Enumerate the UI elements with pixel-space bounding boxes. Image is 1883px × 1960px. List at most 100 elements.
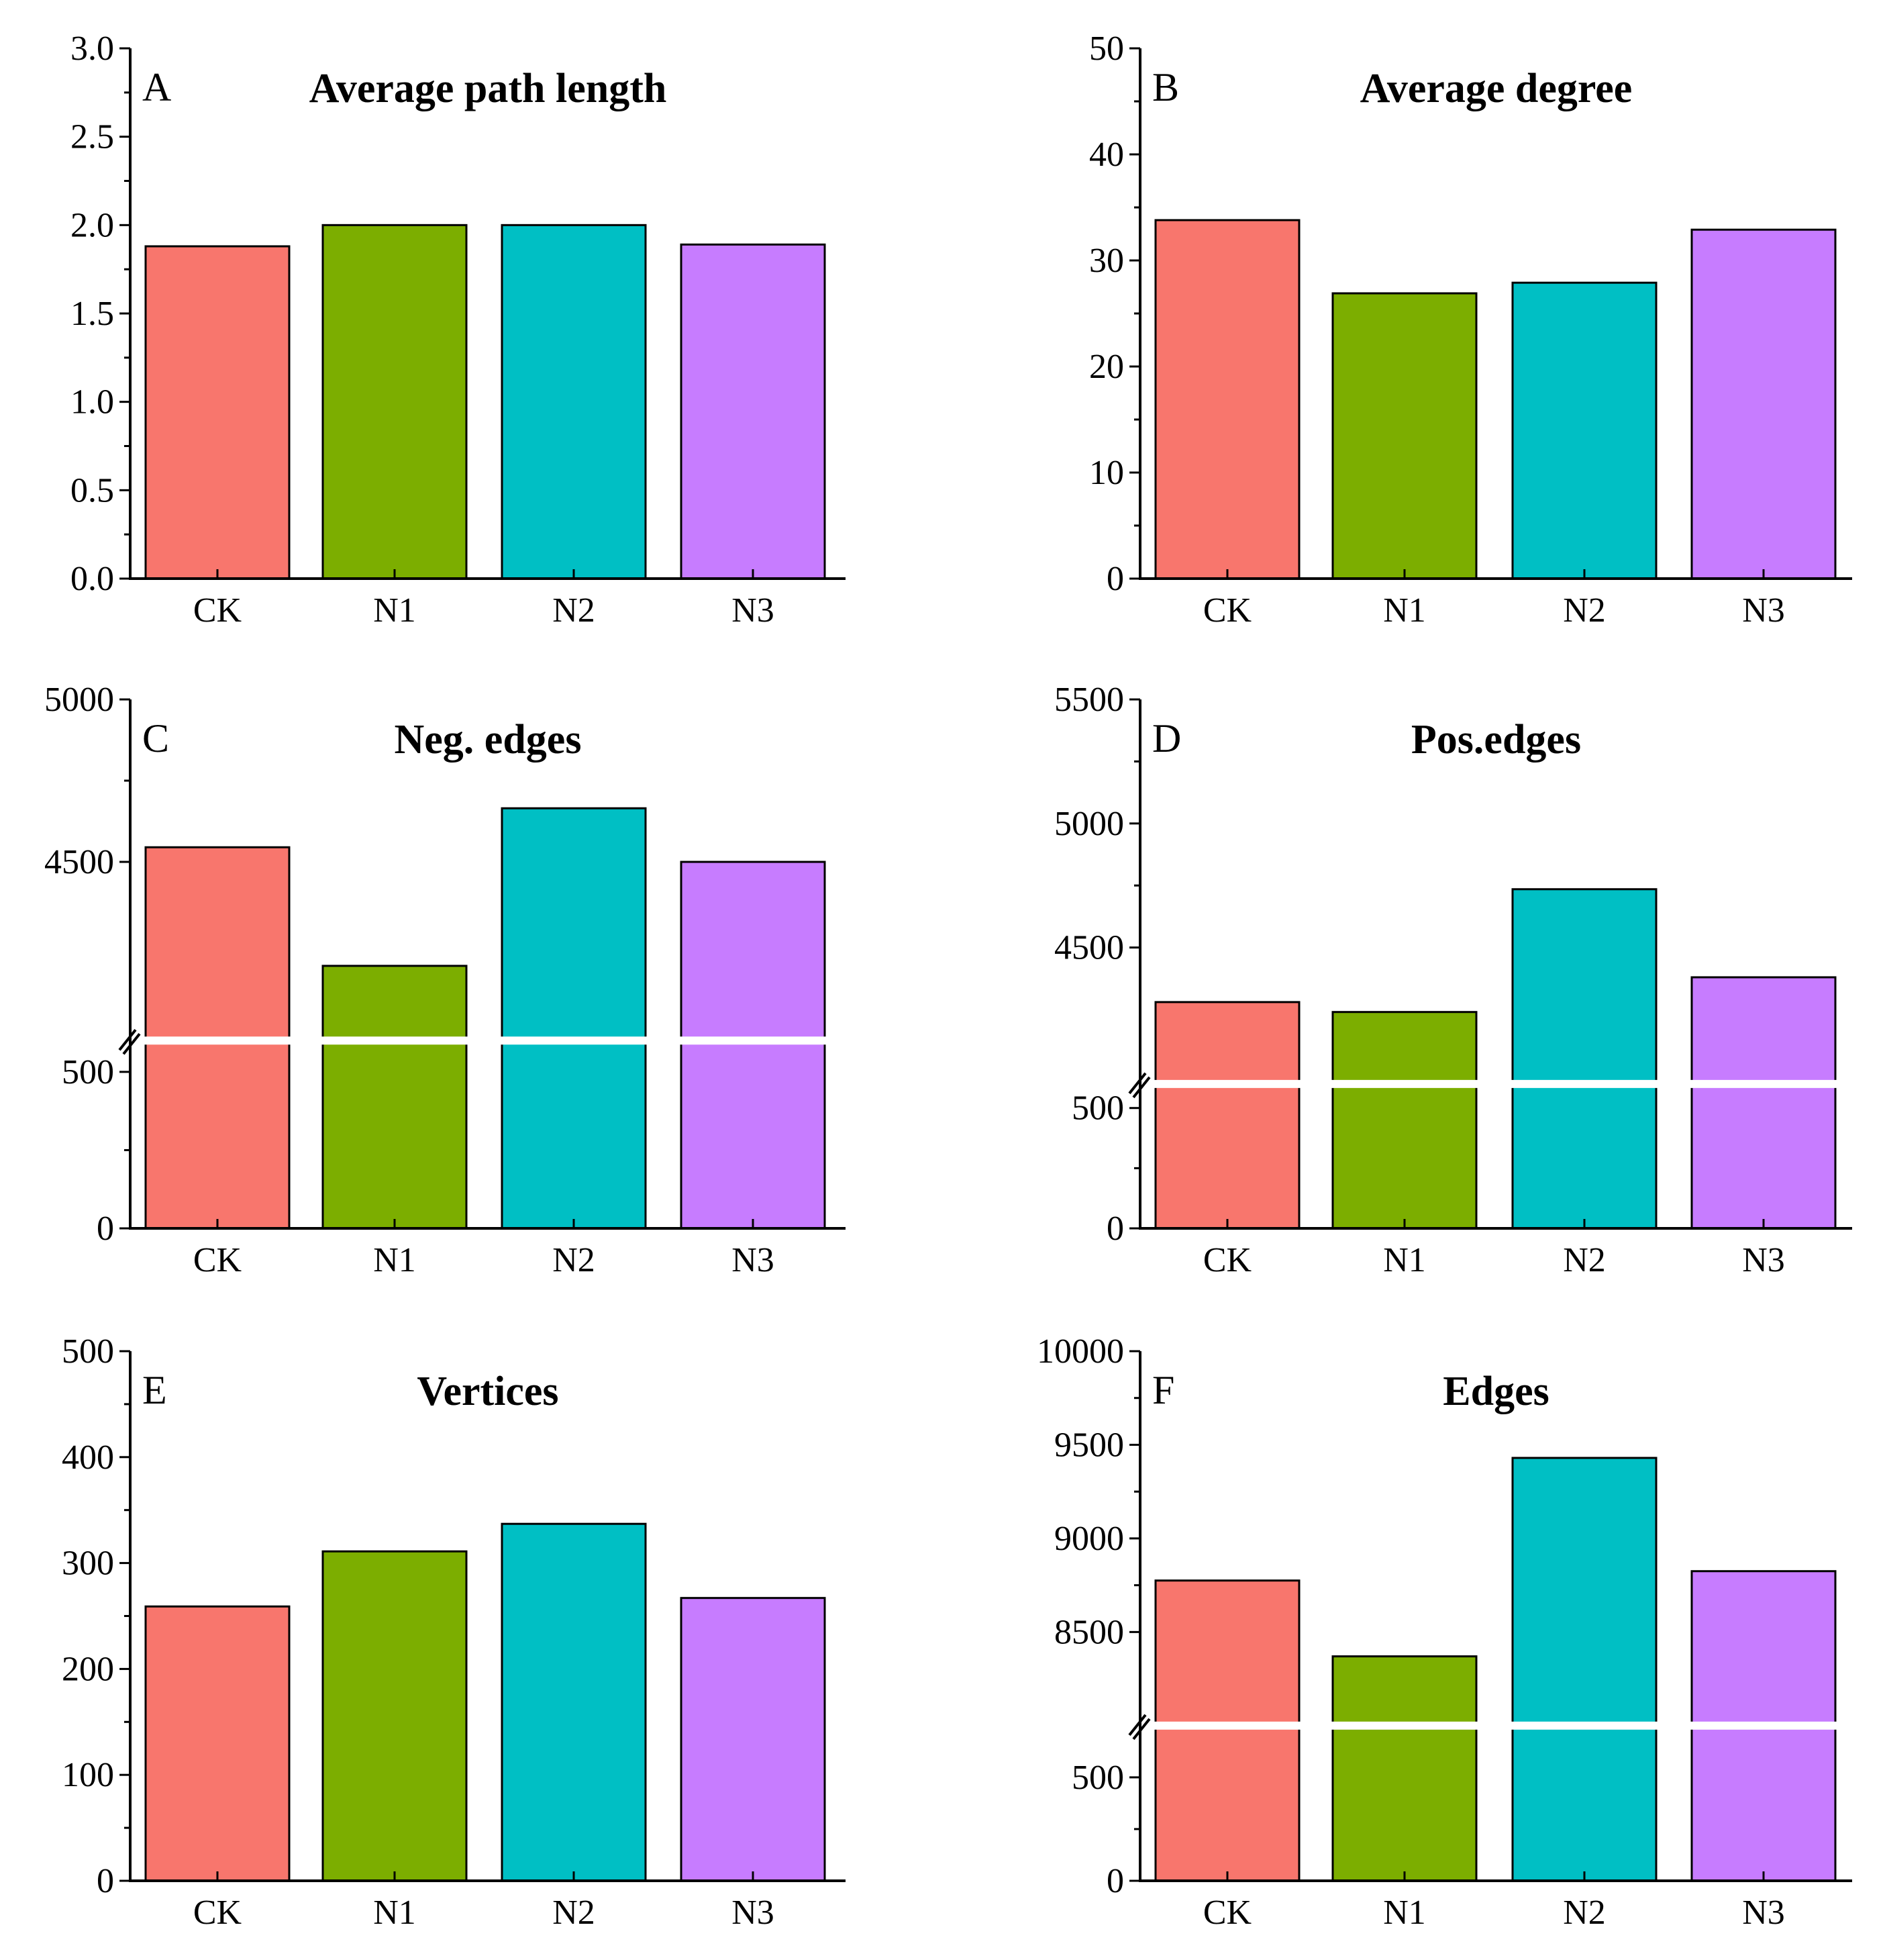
bar-n2 <box>1511 1457 1658 1882</box>
chart-title: Pos.edges <box>1411 717 1581 763</box>
x-tick-label: N2 <box>1563 1241 1606 1279</box>
axis-break-slash <box>1128 1714 1147 1736</box>
chart-title: Neg. edges <box>395 717 582 763</box>
x-tick-label: N2 <box>552 1241 595 1279</box>
x-tick-label: CK <box>1203 591 1252 630</box>
bar-ck <box>1154 219 1301 580</box>
panel-e: 0 100 200 300 400 500 CK N1 N2 N3 E Vertices <box>62 1332 846 1932</box>
y-tick-label: 10 <box>1089 454 1124 492</box>
y-tick-label: 0 <box>1107 560 1124 598</box>
y-tick-label: 2.5 <box>70 118 114 156</box>
y-tick-label: 500 <box>1072 1759 1124 1797</box>
bar-n1 <box>1331 292 1478 580</box>
x-tick-label: CK <box>193 591 242 630</box>
y-tick-label: 1.5 <box>70 295 114 333</box>
x-tick-label: N1 <box>1383 1894 1426 1932</box>
y-tick-label: 4500 <box>44 843 114 881</box>
chart-title: Edges <box>1443 1369 1549 1414</box>
y-tick-label: 2.0 <box>70 206 114 244</box>
y-tick-label: 100 <box>62 1756 114 1794</box>
x-tick-label: N3 <box>1742 591 1785 630</box>
bar-n2 <box>501 1522 647 1882</box>
y-tick-label: 9500 <box>1054 1426 1124 1464</box>
y-tick-label: 3.0 <box>70 30 114 68</box>
chart-title: Vertices <box>417 1369 558 1414</box>
bar-n2 <box>501 807 647 1230</box>
bar-n1 <box>321 965 468 1230</box>
axis-break-band <box>1144 1721 1853 1730</box>
y-tick-label: 50 <box>1089 30 1124 68</box>
bar-n1 <box>321 1550 468 1882</box>
y-tick-label: 20 <box>1089 348 1124 386</box>
y-tick-label: 5000 <box>1054 805 1124 843</box>
y-tick-label: 30 <box>1089 242 1124 280</box>
axis-break-band <box>1144 1079 1853 1088</box>
x-tick-label: N1 <box>373 1894 416 1932</box>
x-tick-label: N1 <box>1383 591 1426 630</box>
y-tick-label: 0 <box>97 1210 114 1248</box>
y-tick-label: 5500 <box>1054 681 1124 719</box>
panel-letter: D <box>1152 716 1181 761</box>
panel-c: 0 500 4500 5000 CK N1 N2 N3 C Neg. edges <box>44 681 847 1279</box>
bar-n3 <box>1690 976 1837 1230</box>
x-tick-label: N3 <box>1742 1241 1785 1279</box>
bar-ck <box>1154 1579 1301 1882</box>
x-tick-label: N2 <box>552 591 595 630</box>
bar-n1 <box>1331 1655 1478 1882</box>
x-tick-label: N2 <box>1563 591 1606 630</box>
y-tick-label: 4500 <box>1054 929 1124 967</box>
bar-ck <box>1154 1001 1301 1230</box>
chart-title: Average degree <box>1360 66 1633 111</box>
y-tick-label: 500 <box>62 1053 114 1091</box>
panel-letter: E <box>142 1368 167 1412</box>
bar-n2 <box>1511 888 1658 1230</box>
x-tick-label: N3 <box>731 1241 774 1279</box>
axis-break-slash <box>118 1029 137 1051</box>
x-tick-label: CK <box>1203 1894 1252 1932</box>
y-tick-label: 5000 <box>44 681 114 719</box>
axis-break-band <box>134 1036 847 1045</box>
y-tick-label: 0 <box>1107 1210 1124 1248</box>
y-tick-label: 500 <box>1072 1089 1124 1128</box>
x-tick-label: N2 <box>1563 1894 1606 1932</box>
x-tick-label: CK <box>1203 1241 1252 1279</box>
y-tick-label: 300 <box>62 1545 114 1583</box>
y-tick-label: 0 <box>97 1862 114 1900</box>
panel-letter: B <box>1152 65 1179 109</box>
panel-letter: C <box>142 716 169 761</box>
y-tick-label: 400 <box>62 1438 114 1477</box>
bar-n1 <box>1331 1011 1478 1230</box>
x-tick-label: N2 <box>552 1894 595 1932</box>
x-tick-label: N3 <box>1742 1894 1785 1932</box>
x-tick-label: N3 <box>731 591 774 630</box>
bar-n2 <box>501 224 647 580</box>
bar-n2 <box>1511 281 1658 580</box>
bar-ck <box>144 245 291 580</box>
y-tick-label: 200 <box>62 1650 114 1688</box>
x-tick-label: CK <box>193 1894 242 1932</box>
x-tick-label: N3 <box>731 1894 774 1932</box>
panel-letter: A <box>142 65 171 109</box>
y-tick-label: 0.0 <box>70 560 114 598</box>
panel-a: 0.0 0.5 1.0 1.5 2.0 2.5 3.0 CK N1 N2 N3 A Average pa… <box>70 30 846 630</box>
y-tick-label: 0 <box>1107 1862 1124 1900</box>
bar-ck <box>144 1605 291 1882</box>
bar-n3 <box>680 243 826 580</box>
axis-break-slash <box>1128 1072 1147 1095</box>
x-tick-label: CK <box>193 1241 242 1279</box>
bar-n1 <box>321 224 468 580</box>
y-tick-label: 0.5 <box>70 471 114 509</box>
chart-title: Average path length <box>309 66 667 111</box>
panel-f: 0 500 8500 9000 9500 10000 CK N1 N2 N3 F Edges <box>1037 1332 1853 1932</box>
y-tick-label: 500 <box>62 1332 114 1371</box>
y-tick-label: 8500 <box>1054 1613 1124 1651</box>
bar-n3 <box>680 1597 826 1882</box>
panel-letter: F <box>1152 1368 1174 1412</box>
y-tick-label: 1.0 <box>70 383 114 422</box>
y-tick-label: 10000 <box>1037 1332 1124 1371</box>
bar-n3 <box>1690 228 1837 580</box>
bar-n3 <box>680 861 826 1230</box>
x-tick-label: N1 <box>373 591 416 630</box>
x-tick-label: N1 <box>1383 1241 1426 1279</box>
